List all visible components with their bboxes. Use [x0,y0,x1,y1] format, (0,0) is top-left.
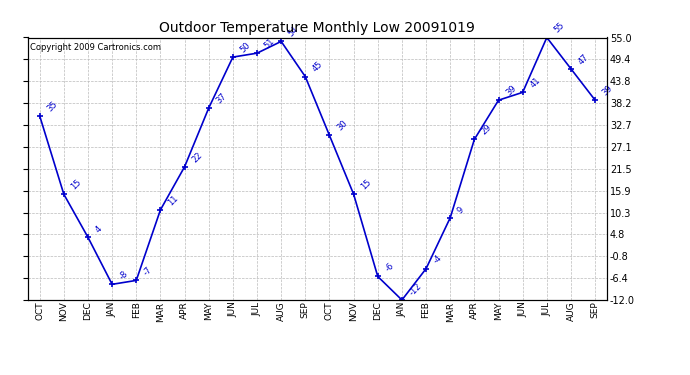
Text: 37: 37 [215,91,228,105]
Text: 41: 41 [529,76,542,90]
Text: 22: 22 [190,150,204,164]
Title: Outdoor Temperature Monthly Low 20091019: Outdoor Temperature Monthly Low 20091019 [159,21,475,35]
Text: 11: 11 [166,194,180,207]
Text: 39: 39 [601,84,615,98]
Text: Copyright 2009 Cartronics.com: Copyright 2009 Cartronics.com [30,43,161,52]
Text: 50: 50 [239,40,253,54]
Text: 35: 35 [46,99,59,113]
Text: -4: -4 [432,254,444,266]
Text: 29: 29 [480,123,494,136]
Text: 39: 39 [504,84,518,98]
Text: 30: 30 [335,119,349,133]
Text: 9: 9 [456,205,466,215]
Text: -12: -12 [408,281,424,297]
Text: 15: 15 [70,178,83,192]
Text: 4: 4 [94,225,104,234]
Text: 54: 54 [287,25,301,39]
Text: 15: 15 [359,178,373,192]
Text: 47: 47 [577,52,591,66]
Text: 45: 45 [311,60,325,74]
Text: -6: -6 [384,261,395,274]
Text: 51: 51 [263,37,277,50]
Text: -8: -8 [118,269,130,282]
Text: -7: -7 [142,266,154,278]
Text: 55: 55 [553,21,566,35]
